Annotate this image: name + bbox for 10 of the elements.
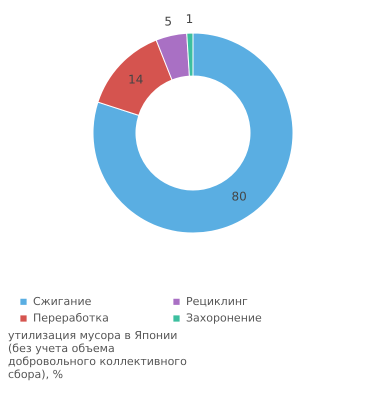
- text: утилизация мусора в Японии (без учета объема добровольного коллективного сбора), %: [8, 329, 188, 381]
- legend-label: Захоронение: [186, 312, 262, 324]
- legend-label: Рециклинг: [186, 294, 248, 308]
- data-label: 14: [128, 72, 144, 86]
- donut-slice: [92, 32, 294, 234]
- data-label: 5: [164, 14, 172, 29]
- legend-label: Переработка: [33, 312, 109, 324]
- data-label: 80: [232, 190, 247, 204]
- data-label: 1: [186, 12, 194, 26]
- legend-label: Сжигание: [33, 294, 92, 308]
